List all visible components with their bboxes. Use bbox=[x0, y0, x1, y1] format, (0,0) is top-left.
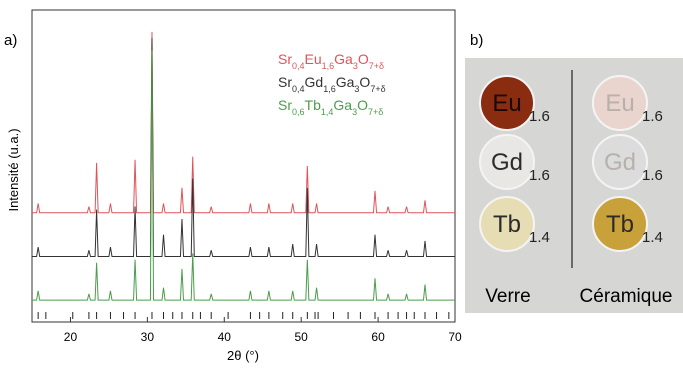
x-axis-label: 2θ (°) bbox=[227, 348, 259, 363]
pattern-line bbox=[32, 38, 455, 257]
legend-part: 7+δ bbox=[369, 61, 384, 71]
legend-part: Eu bbox=[305, 51, 322, 67]
legend-part: 1,6 bbox=[323, 84, 336, 94]
sample-index: 1.6 bbox=[529, 167, 550, 184]
plot-area: 20 30 40 50 60 70 bbox=[32, 31, 462, 344]
sample-index: 1.4 bbox=[642, 229, 663, 246]
legend: Sr0,4Eu1,6Ga3O7+δSr0,4Gd1,6Ga3O7+δSr0,6T… bbox=[278, 51, 386, 117]
sample-disk bbox=[479, 196, 535, 252]
legend-part: 0,4 bbox=[292, 61, 305, 71]
samples: Eu 1.6 Gd 1.6 Tb 1.4 Eu 1.6 Gd 1.6 Tb 1.4 bbox=[479, 75, 663, 252]
legend-part: Sr bbox=[278, 51, 292, 67]
legend-part: 3 bbox=[352, 107, 357, 117]
sample-index: 1.6 bbox=[642, 167, 663, 184]
legend-entry: Sr0,4Gd1,6Ga3O7+δ bbox=[278, 74, 386, 94]
pattern-line bbox=[32, 31, 455, 214]
sample-element: Eu bbox=[605, 90, 634, 117]
legend-part: Ga bbox=[336, 74, 355, 90]
x-tick-label: 60 bbox=[371, 330, 385, 344]
sample-element: Eu bbox=[492, 90, 521, 117]
legend-part: 3 bbox=[353, 61, 358, 71]
x-tick-label: 30 bbox=[141, 330, 155, 344]
column-label: Céramique bbox=[580, 286, 673, 307]
legend-part: Tb bbox=[305, 97, 322, 113]
x-tick-label: 70 bbox=[448, 330, 462, 344]
legend-part: O bbox=[358, 51, 369, 67]
legend-part: 1,6 bbox=[322, 61, 335, 71]
legend-part: 1,4 bbox=[321, 107, 334, 117]
legend-part: O bbox=[357, 97, 368, 113]
x-tick-label: 40 bbox=[218, 330, 232, 344]
sample-disk bbox=[479, 75, 535, 131]
panel-label: b) bbox=[470, 32, 483, 49]
y-axis-label: Intensité (u.a.) bbox=[6, 128, 21, 211]
legend-part: 7+δ bbox=[368, 107, 383, 117]
sample-disk bbox=[592, 75, 648, 131]
sample-element: Tb bbox=[606, 211, 634, 238]
sample-element: Tb bbox=[493, 211, 521, 238]
legend-part: 0,6 bbox=[292, 107, 305, 117]
legend-part: Sr bbox=[278, 74, 292, 90]
legend-part: 0,4 bbox=[292, 84, 305, 94]
sample-index: 1.6 bbox=[529, 108, 550, 125]
sample-index: 1.6 bbox=[642, 108, 663, 125]
panel-label: a) bbox=[4, 32, 17, 49]
sample-disk bbox=[592, 134, 648, 190]
x-tick-label: 20 bbox=[64, 330, 78, 344]
sample-disk bbox=[592, 196, 648, 252]
legend-part: Ga bbox=[334, 51, 353, 67]
x-tick-label: 50 bbox=[295, 330, 309, 344]
sample-element: Gd bbox=[604, 149, 636, 176]
legend-part: Gd bbox=[305, 74, 324, 90]
plot-frame bbox=[31, 9, 456, 323]
sample-index: 1.4 bbox=[529, 229, 550, 246]
legend-part: 7+δ bbox=[370, 84, 385, 94]
legend-part: Sr bbox=[278, 97, 292, 113]
sample-element: Gd bbox=[491, 149, 523, 176]
legend-part: Ga bbox=[333, 97, 352, 113]
pattern-line bbox=[32, 50, 455, 301]
legend-entry: Sr0,4Eu1,6Ga3O7+δ bbox=[278, 51, 384, 71]
legend-entry: Sr0,6Tb1,4Ga3O7+δ bbox=[278, 97, 383, 117]
sample-disk bbox=[479, 134, 535, 190]
legend-part: 3 bbox=[354, 84, 359, 94]
legend-part: O bbox=[359, 74, 370, 90]
column-label: Verre bbox=[485, 286, 530, 307]
